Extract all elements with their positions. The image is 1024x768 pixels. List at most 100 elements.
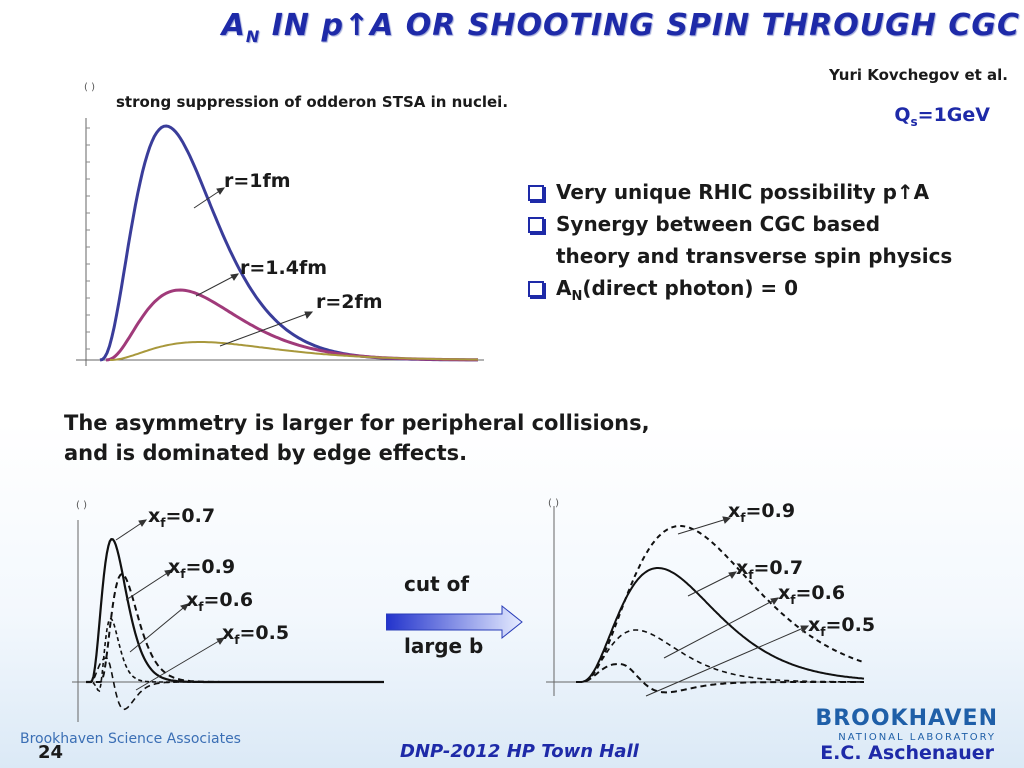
pointer-bl-0.6-head [180, 603, 189, 611]
bullet-list: Very unique RHIC possibility p↑A Synergy… [528, 176, 952, 313]
curve-r-1.4fm [105, 288, 478, 362]
presenter-name: E.C. Aschenauer [820, 742, 994, 764]
label-sub: f [740, 510, 746, 525]
title-a: A [221, 8, 246, 43]
checkbox-bullet-icon [528, 217, 544, 233]
label-val: =0.5 [239, 622, 290, 644]
label-br-xf-0.5: xf=0.5 [808, 614, 875, 639]
qs-symbol: Q [894, 104, 911, 126]
curve-bl-xf-0.9 [86, 572, 384, 683]
spin-up-arrow: ↑ [343, 8, 371, 43]
qs-rest: =1GeV [917, 104, 990, 126]
conclusion-line-2: and is dominated by edge effects. [64, 441, 468, 465]
pointer-bl-0.5 [135, 637, 225, 691]
label-sub: f [180, 566, 186, 581]
curve-r-1fm [99, 124, 478, 362]
slide-title: AN IN p↑A OR SHOOTING SPIN THROUGH CGC [170, 8, 1020, 46]
label-val: =0.5 [825, 614, 876, 636]
title-sub: N [245, 27, 261, 46]
title-b: IN p [260, 8, 344, 43]
checkbox-bullet-icon [528, 281, 544, 297]
pointer-bl-0.5-head [216, 637, 226, 645]
pointer-r-1.4fm [195, 273, 239, 297]
label-x: x [148, 505, 161, 527]
label-val: =0.9 [745, 500, 796, 522]
label-val: =0.6 [795, 582, 846, 604]
curve-br-xf-0.9 [576, 525, 865, 683]
top-chart-axis-mark: ( ) [84, 82, 95, 93]
bullet-item: Synergy between CGC based [528, 208, 952, 240]
label-br-xf-0.9: xf=0.9 [728, 500, 795, 525]
qs-value: Qs=1GeV [894, 104, 990, 129]
bullet-text: Very unique RHIC possibility p↑A [556, 180, 930, 204]
brookhaven-logo: BROOKHAVEN [815, 706, 998, 731]
pointer-bl-0.7-head [138, 519, 148, 527]
pointer-br-0.9-head [722, 516, 732, 524]
bullet-item: Very unique RHIC possibility p↑A [528, 176, 952, 208]
pointer-r-1fm-head [216, 187, 226, 195]
label-x: x [222, 622, 235, 644]
label-r-2fm: r=2fm [316, 291, 383, 313]
pointer-br-0.5-head [800, 625, 810, 634]
brookhaven-logo-subtitle: NATIONAL LABORATORY [838, 732, 996, 743]
qs-subscript: s [910, 114, 918, 129]
pointer-br-0.6 [663, 597, 779, 659]
label-r-1fm: r=1fm [224, 170, 291, 192]
label-val: =0.6 [203, 589, 254, 611]
label-sub: f [198, 599, 204, 614]
label-sub: f [234, 632, 240, 647]
curve-br-xf-0.5 [576, 663, 864, 694]
pointer-bl-0.6 [129, 603, 189, 653]
label-sub: f [790, 592, 796, 607]
pointer-bl-0.9 [125, 569, 173, 601]
pointer-br-0.7-head [728, 571, 738, 579]
bottom-left-chart [72, 519, 384, 722]
label-bl-xf-0.9: xf=0.9 [168, 556, 235, 581]
title-c: A OR [370, 8, 468, 43]
bottom-right-chart [546, 506, 865, 697]
top-chart-note: strong suppression of odderon STSA in nu… [116, 93, 509, 111]
author-credit: Yuri Kovchegov et al. [829, 66, 1008, 84]
pointer-br-0.7 [687, 571, 737, 597]
label-x: x [186, 589, 199, 611]
label-br-xf-0.6: xf=0.6 [778, 582, 845, 607]
bullet-continuation: theory and transverse spin physics [528, 240, 952, 272]
label-val: =0.7 [165, 505, 216, 527]
org-name: Brookhaven Science Associates [20, 731, 241, 747]
label-sub: f [820, 624, 826, 639]
label-val: =0.7 [753, 557, 804, 579]
bullet-text: Synergy between CGC based [556, 212, 881, 236]
label-val: =0.9 [185, 556, 236, 578]
page-number: 24 [38, 742, 64, 763]
conclusion-line-1: The asymmetry is larger for peripheral c… [64, 411, 650, 435]
label-sub: f [748, 567, 754, 582]
pointer-r-2fm-head [304, 311, 314, 320]
label-bl-xf-0.6: xf=0.6 [186, 589, 253, 614]
bullet-text: theory and transverse spin physics [556, 244, 953, 268]
label-bl-xf-0.7: xf=0.7 [148, 505, 215, 530]
an-subscript: N [571, 289, 583, 304]
an-symbol: A [556, 276, 572, 300]
label-x: x [168, 556, 181, 578]
br-chart-axis-mark: ( ) [548, 498, 559, 509]
bullet-item: AN(direct photon) = 0 [528, 272, 952, 313]
title-d: SHOOTING SPIN THROUGH CGC [467, 8, 1020, 43]
pointer-br-0.9 [677, 517, 731, 535]
label-x: x [736, 557, 749, 579]
label-x: x [778, 582, 791, 604]
pointer-br-0.6-head [770, 597, 780, 605]
curve-bl-xf-0.5 [86, 657, 384, 711]
curve-br-xf-0.7 [576, 567, 865, 683]
top-chart [76, 118, 484, 366]
cut-arrow-icon [386, 604, 523, 640]
pointer-r-1.4fm-head [230, 273, 240, 281]
checkbox-bullet-icon [528, 185, 544, 201]
bl-chart-axis-mark: ( ) [76, 500, 87, 511]
label-x: x [728, 500, 741, 522]
pointer-r-2fm [219, 311, 313, 347]
curve-r-2fm [110, 341, 479, 361]
label-x: x [808, 614, 821, 636]
pointer-bl-0.9-head [164, 569, 174, 577]
label-r-1.4fm: r=1.4fm [240, 257, 328, 279]
conference-name: DNP-2012 HP Town Hall [400, 741, 639, 762]
